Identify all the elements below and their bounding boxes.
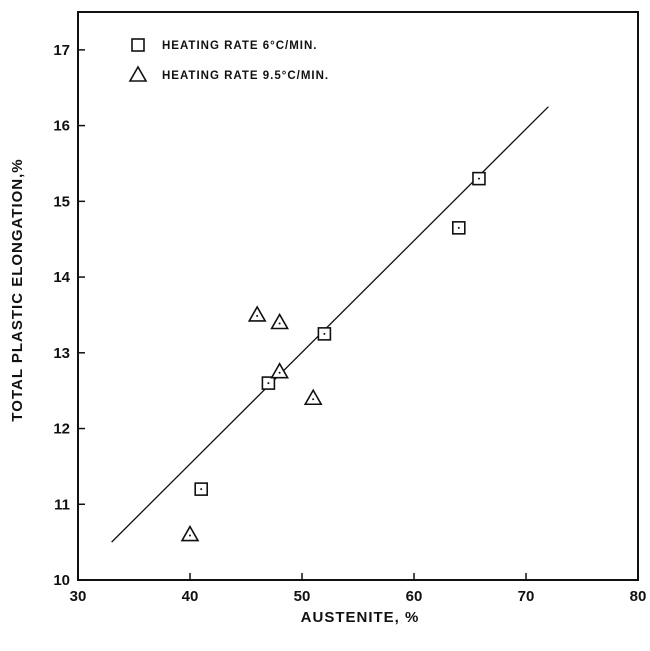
legend: HEATING RATE 6°C/MIN. HEATING RATE 9.5°C/… [128,38,329,82]
legend-square-icon [131,38,145,52]
marker-center-dot [323,332,326,335]
data-point-square [194,482,208,496]
triangle-icon [128,65,148,82]
data-point-triangle [180,524,200,542]
triangle-marker [180,524,200,542]
data-point-triangle [247,305,267,322]
x-tick-label: 70 [518,588,535,605]
x-tick-label: 80 [630,588,647,605]
y-tick-label: 12 [53,421,70,438]
data-point-square [451,221,466,235]
plot-frame [77,11,639,581]
marker-center-dot [267,382,270,385]
marker-center-dot [189,534,191,537]
y-tick-label: 10 [53,572,70,589]
y-tick-label: 11 [54,496,70,513]
data-point-triangle [270,312,289,330]
data-point-triangle [270,362,289,379]
triangle-marker [270,362,289,379]
marker-center-dot [278,371,281,374]
data-point-square [472,171,486,186]
marker-center-dot [477,177,480,180]
legend-triangle-icon [128,65,148,82]
x-tick-label: 60 [406,588,423,605]
y-tick-label: 14 [53,269,70,286]
plot-border [77,11,639,581]
x-tick-label: 40 [182,588,199,605]
y-axis-ticks: 10 11 12 13 14 15 16 17 [53,42,85,589]
marker-center-dot [457,226,460,229]
data-point-square [261,376,276,390]
marker-center-dot [312,398,315,401]
legend-label: HEATING RATE 6°C/MIN. [162,40,318,52]
data-point-square [317,327,332,341]
data-point-triangle [303,388,323,406]
x-tick-label: 50 [294,588,311,605]
square-icon [131,38,145,52]
y-tick-label: 15 [53,193,70,210]
data-points [180,171,486,542]
triangle-marker [270,312,289,330]
x-tick-label: 30 [70,588,87,605]
marker-center-dot [256,314,259,317]
legend-label: HEATING RATE 9.5°C/MIN. [162,70,329,82]
marker-center-dot [278,322,281,325]
marker-center-dot [200,488,203,491]
y-tick-label: 16 [53,118,70,135]
triangle-marker [303,388,323,406]
triangle-marker [247,305,267,322]
y-tick-label: 17 [53,42,70,59]
y-tick-label: 13 [53,345,70,362]
y-axis-label: TOTAL PLASTIC ELONGATION,% [9,158,26,421]
x-axis-ticks: 30 40 50 60 70 80 [70,573,647,605]
x-axis-label: AUSTENITE, % [301,609,420,626]
